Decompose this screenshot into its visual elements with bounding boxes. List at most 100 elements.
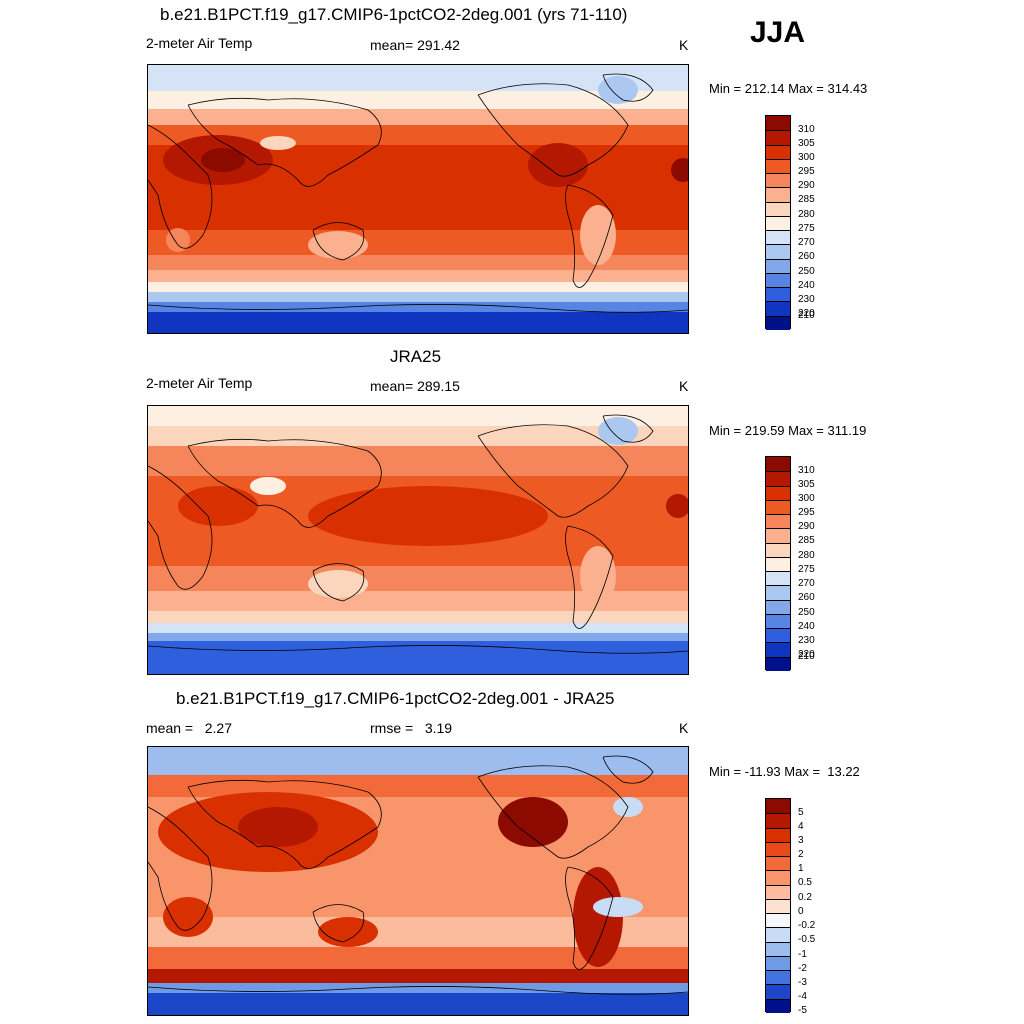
panel3-colorbar-tick: 2	[798, 849, 804, 860]
panel3-colorbar-tick: 3	[798, 835, 804, 846]
panel2-minmax: Min = 219.59 Max = 311.19	[709, 423, 867, 438]
panel1-colorbar-tick: 310	[798, 124, 815, 135]
panel3-colorbar-swatch	[766, 827, 790, 842]
panel3-colorbar-swatch	[766, 799, 790, 814]
panel1-colorbar-tick: 280	[798, 209, 815, 220]
panel2-mean-label: mean= 289.15	[370, 378, 460, 394]
panel2-colorbar-tick: 300	[798, 493, 815, 504]
panel1-colorbar-tick: 240	[798, 280, 815, 291]
panel1-colorbar-tick: 220	[798, 308, 815, 319]
panel2-colorbar-tick: 305	[798, 479, 815, 490]
panel2-map	[147, 405, 689, 675]
panel2-colorbar-tick: 250	[798, 607, 815, 618]
panel3-colorbar-swatch	[766, 884, 790, 899]
panel3-minmax: Min = -11.93 Max = 13.22	[709, 764, 860, 779]
panel3-colorbar-tick: 0.5	[798, 877, 812, 888]
panel3-colorbar-tick: -4	[798, 991, 807, 1002]
panel3-colorbar-tick: -3	[798, 977, 807, 988]
panel3-colorbar-swatch	[766, 913, 790, 928]
panel3-colorbar-swatch	[766, 984, 790, 999]
panel1-colorbar-tick: 230	[798, 294, 815, 305]
panel3-colorbar-tick: -0.5	[798, 934, 816, 945]
panel3-colorbar-tick: 0	[798, 906, 804, 917]
panel1-colorbar-tick: 250	[798, 266, 815, 277]
panel3-colorbar-tick: 1	[798, 863, 804, 874]
panel2-colorbar-tick: 220	[798, 649, 815, 660]
panel1-colorbar-tick: 210	[798, 310, 815, 321]
panel1-colorbar-swatch	[766, 116, 790, 131]
panel1-variable-label: 2-meter Air Temp	[146, 35, 253, 51]
panel3-colorbar-swatch	[766, 941, 790, 956]
panel3-colorbar-tick: 4	[798, 821, 804, 832]
panel1-colorbar-swatch	[766, 201, 790, 216]
panel3-colorbar-tick: -1	[798, 949, 807, 960]
panel1-map	[147, 64, 689, 334]
panel2-colorbar-swatch	[766, 642, 790, 657]
panel1-colorbar-tick: 290	[798, 180, 815, 191]
panel1-colorbar-tick: 270	[798, 237, 815, 248]
panel2-colorbar-swatch	[766, 656, 790, 671]
panel3-colorbar-tick: 0.2	[798, 892, 812, 903]
panel1-colorbar-swatch	[766, 272, 790, 288]
panel3-colorbar-tick: -5	[798, 1005, 807, 1016]
panel1-colorbar-swatch	[766, 244, 790, 259]
panel1-colorbar-swatch	[766, 287, 790, 302]
panel2-colorbar-swatch	[766, 485, 790, 500]
panel1-colorbar-swatch	[766, 173, 790, 188]
panel3-colorbar-swatch	[766, 856, 790, 871]
panel3-colorbar-swatch	[766, 870, 790, 885]
panel3-colorbar	[765, 798, 791, 1013]
panel2-colorbar-swatch	[766, 471, 790, 486]
panel2-colorbar-swatch	[766, 499, 790, 515]
panel3-title: b.e21.B1PCT.f19_g17.CMIP6-1pctCO2-2deg.0…	[176, 689, 615, 708]
panel2-colorbar-tick: 280	[798, 550, 815, 561]
panel3-colorbar-swatch	[766, 841, 790, 857]
panel3-colorbar-tick: -2	[798, 963, 807, 974]
panel2-colorbar-swatch	[766, 585, 790, 600]
panel1-colorbar-swatch	[766, 187, 790, 202]
panel2-colorbar-tick: 295	[798, 507, 815, 518]
panel3-map	[147, 746, 689, 1016]
panel1-colorbar-swatch	[766, 130, 790, 145]
panel2-colorbar-swatch	[766, 556, 790, 572]
panel2-variable-label: 2-meter Air Temp	[146, 375, 253, 391]
panel2-colorbar-swatch	[766, 457, 790, 472]
panel2-colorbar-swatch	[766, 571, 790, 586]
panel2-colorbar-tick: 210	[798, 651, 815, 662]
panel2-colorbar-tick: 270	[798, 578, 815, 589]
panel1-title: b.e21.B1PCT.f19_g17.CMIP6-1pctCO2-2deg.0…	[160, 5, 628, 24]
panel1-colorbar-tick: 285	[798, 194, 815, 205]
panel1-colorbar-tick: 295	[798, 166, 815, 177]
panel1-colorbar-tick: 275	[798, 223, 815, 234]
panel1-map-svg	[148, 65, 688, 333]
panel3-rmse-label: rmse = 3.19	[370, 720, 453, 736]
panel3-mean-label: mean = 2.27	[146, 720, 233, 736]
panel1-colorbar-swatch	[766, 315, 790, 330]
panel3-colorbar-swatch	[766, 927, 790, 942]
panel3-colorbar-tick: -0.2	[798, 920, 816, 931]
panel3-colorbar-swatch	[766, 813, 790, 828]
panel1-colorbar	[765, 115, 791, 330]
panel2-units: K	[679, 378, 689, 394]
panel1-colorbar-swatch	[766, 144, 790, 159]
panel1-colorbar-tick: 300	[798, 152, 815, 163]
panel3-colorbar-swatch	[766, 898, 790, 914]
panel2-colorbar-swatch	[766, 528, 790, 543]
panel2-colorbar-tick: 275	[798, 564, 815, 575]
panel3-units: K	[679, 720, 689, 736]
panel1-colorbar-swatch	[766, 301, 790, 316]
panel3-map-svg	[148, 747, 688, 1015]
panel1-colorbar-swatch	[766, 215, 790, 231]
panel2-title: JRA25	[390, 347, 442, 366]
panel3-colorbar-swatch	[766, 970, 790, 985]
panel1-colorbar-swatch	[766, 230, 790, 245]
panel1-colorbar-tick: 260	[798, 251, 815, 262]
panel2-colorbar-swatch	[766, 514, 790, 529]
panel2-colorbar-tick: 260	[798, 592, 815, 603]
panel1-colorbar-swatch	[766, 258, 790, 273]
panel2-colorbar-tick: 290	[798, 521, 815, 532]
panel2-colorbar	[765, 456, 791, 671]
panel2-map-svg	[148, 406, 688, 674]
panel2-colorbar-tick: 285	[798, 535, 815, 546]
panel1-mean-label: mean= 291.42	[370, 37, 460, 53]
